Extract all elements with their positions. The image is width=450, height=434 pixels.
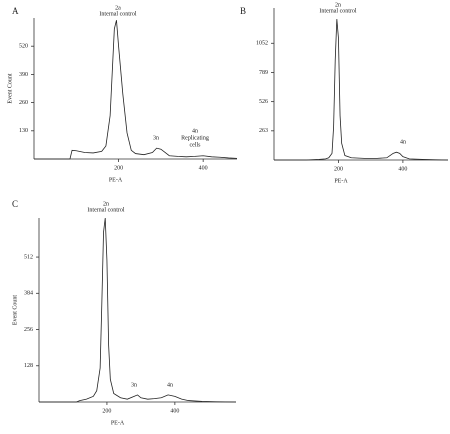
- histogram-trace: [34, 20, 238, 160]
- y-axis-label: Event Count: [7, 73, 13, 103]
- annotation: 3n: [153, 135, 159, 141]
- y-tick-label: 789: [259, 70, 268, 76]
- panel-letter: C: [12, 199, 18, 209]
- y-tick-label: 384: [24, 291, 33, 297]
- y-tick-label: 260: [19, 100, 28, 106]
- y-tick-label: 256: [24, 327, 33, 333]
- histogram-trace: [39, 217, 237, 403]
- y-tick-label: 390: [19, 72, 28, 78]
- annotation: Internal control: [99, 11, 136, 17]
- annotation: 4n: [167, 382, 173, 388]
- annotation: 2a: [115, 5, 121, 11]
- y-tick-label: 130: [19, 128, 28, 134]
- y-tick-label: 526: [259, 99, 268, 105]
- y-tick-label: 512: [24, 254, 33, 260]
- panel-letter: B: [240, 6, 246, 16]
- y-tick-label: 1052: [256, 41, 268, 47]
- y-axis-label: Event Count: [12, 295, 18, 325]
- x-tick-label: 400: [398, 166, 407, 172]
- x-tick-label: 200: [114, 165, 123, 171]
- x-tick-label: 400: [199, 165, 208, 171]
- annotation: 2n: [103, 201, 109, 207]
- annotation: 4n: [192, 128, 198, 134]
- annotation: 4n: [400, 139, 406, 145]
- y-tick-label: 263: [259, 128, 268, 134]
- x-axis-label: PE-A: [334, 178, 348, 184]
- annotation: cells: [190, 142, 202, 148]
- annotation: Internal control: [319, 8, 356, 14]
- annotation: Replicating: [181, 135, 209, 141]
- histogram-trace: [274, 19, 449, 161]
- annotation: Internal control: [87, 207, 124, 213]
- y-tick-label: 520: [19, 44, 28, 50]
- y-tick-label: 128: [24, 363, 33, 369]
- x-axis-label: PE-A: [109, 177, 123, 183]
- x-axis-label: PE-A: [111, 420, 125, 426]
- annotation: 2n: [335, 2, 341, 8]
- panel-letter: A: [12, 6, 19, 16]
- x-tick-label: 400: [170, 408, 179, 414]
- x-tick-label: 200: [102, 408, 111, 414]
- annotation: 3n: [131, 382, 137, 388]
- x-tick-label: 200: [334, 166, 343, 172]
